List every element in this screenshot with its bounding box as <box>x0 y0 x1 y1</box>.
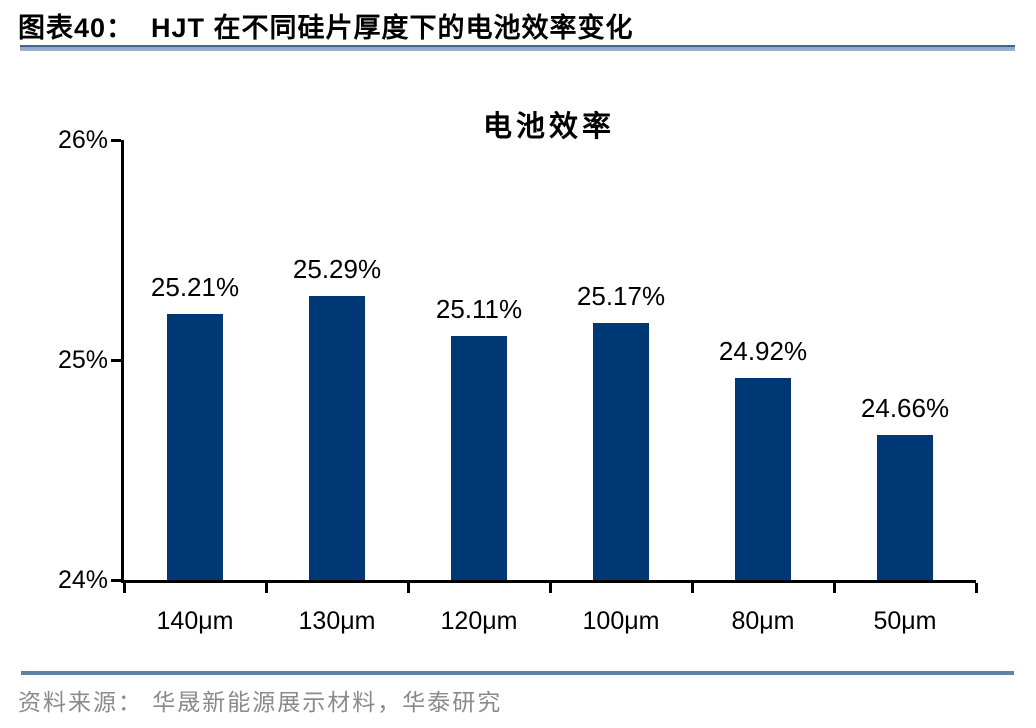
y-tick-25% <box>111 358 121 362</box>
y-axis-label-26%: 26% <box>57 126 108 154</box>
x-axis-label-80um: 80μm <box>731 607 795 635</box>
chart-title: 电池效率 <box>482 111 615 143</box>
x-axis-label-100um: 100μm <box>582 607 660 635</box>
x-tick-6 <box>974 583 978 593</box>
y-tick-24% <box>111 578 121 582</box>
bar-50um <box>877 434 933 580</box>
bar-140um <box>167 313 223 580</box>
x-tick-0 <box>122 583 126 593</box>
x-axis-label-140um: 140μm <box>156 607 234 635</box>
x-tick-2 <box>406 583 410 593</box>
bar-80um <box>735 377 791 580</box>
y-axis-label-25%: 25% <box>57 346 108 374</box>
x-tick-4 <box>690 583 694 593</box>
header-divider <box>20 45 1015 51</box>
bar-value-label-100um: 25.17% <box>576 280 666 311</box>
bar-130um <box>309 296 365 580</box>
x-axis-label-120um: 120μm <box>440 607 518 635</box>
figure-title: 图表40： HJT 在不同硅片厚度下的电池效率变化 <box>18 13 634 43</box>
footer-divider <box>21 671 1014 675</box>
x-tick-3 <box>548 583 552 593</box>
y-tick-26% <box>111 138 121 142</box>
x-axis-label-130um: 130μm <box>298 607 376 635</box>
bar-value-label-50um: 24.66% <box>860 392 950 423</box>
x-tick-1 <box>264 583 268 593</box>
bar-120um <box>451 335 507 580</box>
source-note: 资料来源： 华晟新能源展示材料，华泰研究 <box>18 690 503 716</box>
bar-value-label-140um: 25.21% <box>150 271 240 302</box>
x-tick-5 <box>832 583 836 593</box>
y-axis-label-24%: 24% <box>57 566 108 594</box>
bar-value-label-130um: 25.29% <box>292 254 382 285</box>
bar-value-label-80um: 24.92% <box>718 335 808 366</box>
bar-value-label-120um: 25.11% <box>435 293 523 324</box>
x-axis-label-50um: 50μm <box>873 607 937 635</box>
bar-100um <box>593 322 649 580</box>
plot-area: 26% 25% 24% 25.21% 140μm 25.29% 130μm 25.11% 12… <box>58 126 978 635</box>
